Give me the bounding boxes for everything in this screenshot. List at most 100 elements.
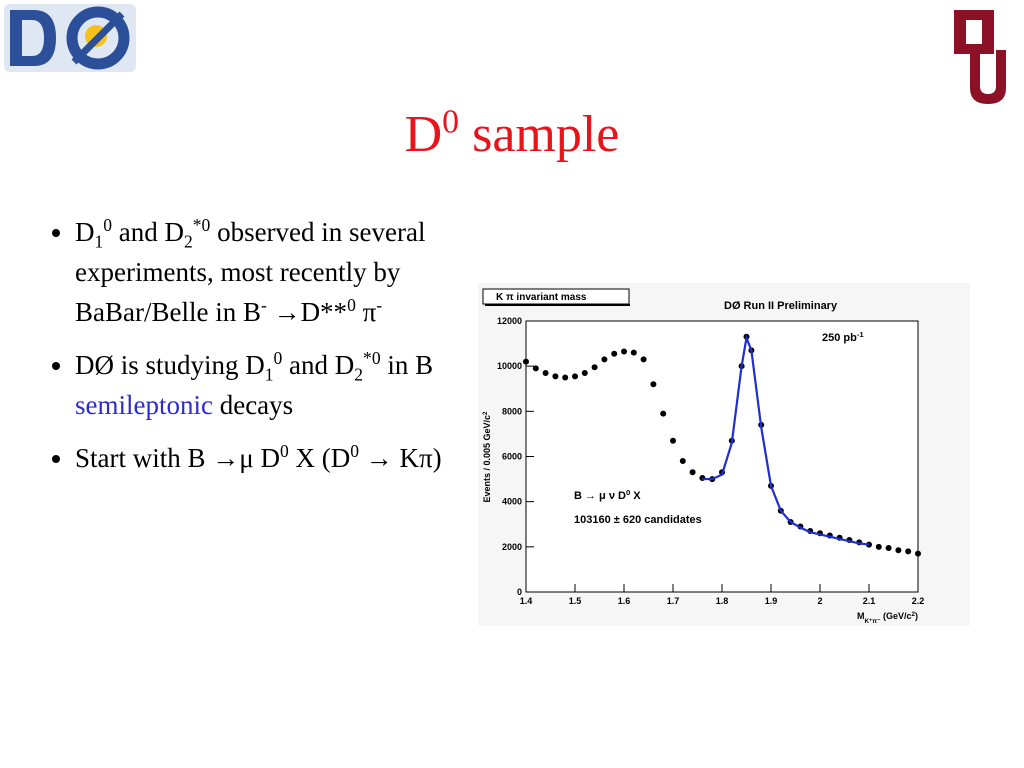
data-point — [679, 458, 686, 465]
bullet: D10 and D2*0 observed in several experim… — [75, 212, 485, 332]
text-run: M — [857, 611, 865, 621]
text-run: sample — [459, 106, 620, 163]
logo-o — [66, 6, 130, 70]
x-tick-label: 1.6 — [618, 596, 631, 606]
annotation: 250 pb-1 — [822, 330, 864, 345]
superscript: 0 — [273, 348, 283, 368]
text-run: D — [75, 217, 95, 247]
text-run: ) — [915, 611, 918, 621]
superscript: *0 — [192, 215, 211, 235]
x-tick-label: 2 — [817, 596, 822, 606]
d0-logo — [4, 4, 136, 72]
x-tick-label: 2.1 — [863, 596, 876, 606]
x-tick-label: 1.7 — [667, 596, 680, 606]
text-run: DØ is studying D — [75, 350, 265, 380]
text-run: 250 pb — [822, 332, 857, 344]
y-tick-label: 4000 — [502, 497, 522, 507]
data-point — [552, 373, 559, 380]
chart-subtitle: DØ Run II Preliminary — [724, 300, 838, 312]
ou-logo — [954, 10, 1006, 104]
data-point — [630, 349, 637, 356]
text-run: 103160 ± 620 candidates — [574, 514, 702, 526]
superscript: 2 — [911, 611, 915, 618]
data-point — [591, 364, 598, 371]
fit-line — [702, 333, 870, 546]
superscript: - — [376, 295, 383, 315]
superscript: -1 — [857, 330, 865, 339]
logo-slash — [71, 11, 125, 65]
data-point — [581, 369, 588, 376]
bullet: DØ is studying D10 and D2*0 in B semilep… — [75, 345, 485, 425]
highlight-text: semileptonic — [75, 390, 213, 420]
data-point — [885, 544, 892, 551]
superscript: 0 — [347, 295, 356, 315]
logo-u — [970, 50, 1006, 104]
data-point — [523, 358, 529, 365]
superscript: 0 — [279, 441, 289, 461]
data-point — [562, 374, 569, 381]
subscript: 1 — [94, 231, 104, 252]
plot-frame — [525, 320, 919, 593]
superscript: *0 — [363, 348, 381, 368]
bullet-list: D10 and D2*0 observed in several experim… — [35, 212, 485, 491]
y-tick-label: 2000 — [502, 542, 522, 552]
data-point — [895, 547, 902, 554]
superscript: 0 — [442, 103, 460, 141]
data-point — [689, 469, 696, 476]
data-point — [660, 410, 667, 417]
superscript: 0 — [350, 441, 360, 461]
subscript: 2 — [184, 231, 193, 252]
subscript: K⁺π⁻ — [864, 618, 880, 625]
text-run: K π invariant mass — [496, 292, 587, 303]
y-tick-label: 6000 — [502, 452, 522, 462]
data-point — [572, 373, 578, 380]
superscript: - — [260, 295, 267, 315]
bullet: Start with B →μ D0 X (D0 → Kπ) — [75, 438, 485, 478]
text-run: in B — [380, 350, 434, 380]
logo-d — [10, 10, 56, 66]
text-run: X — [630, 490, 641, 502]
text-run: and D — [112, 217, 185, 247]
data-point — [542, 369, 549, 376]
superscript: 0 — [626, 488, 630, 497]
y-axis-label: Events / 0.005 GeV/c2 — [482, 411, 493, 503]
data-point — [905, 548, 912, 555]
text-run: Start with B →μ D — [75, 443, 280, 473]
annotation: 103160 ± 620 candidates — [574, 514, 702, 526]
x-tick-label: 1.9 — [765, 596, 778, 606]
slide-title: D0 sample — [0, 100, 1024, 170]
superscript: 2 — [482, 411, 489, 415]
subscript: 2 — [354, 364, 364, 385]
superscript: 0 — [103, 215, 113, 235]
data-point — [670, 437, 676, 444]
y-tick-label: 0 — [517, 587, 522, 597]
text-run: B → μ ν D — [574, 490, 626, 502]
text-run: → Kπ) — [359, 443, 442, 473]
text-run: X (D — [288, 443, 351, 473]
data-point — [611, 350, 618, 357]
text-run: observed in several experiments, most re… — [75, 217, 426, 327]
text-run: Events / 0.005 GeV/c — [482, 415, 492, 503]
data-point — [532, 365, 539, 372]
logo-o — [954, 10, 994, 54]
text-run: π — [355, 297, 377, 327]
data-point — [601, 356, 608, 363]
chart-title: K π invariant mass — [496, 292, 587, 303]
y-tick-label: 12000 — [497, 316, 522, 326]
y-tick-label: 8000 — [502, 406, 522, 416]
text-run: →D** — [266, 297, 348, 327]
text-run: decays — [212, 390, 294, 420]
annotation: B → μ ν D0 X — [574, 488, 641, 503]
data-point — [650, 381, 657, 388]
text-run: D — [404, 106, 443, 163]
x-tick-label: 2.2 — [912, 596, 925, 606]
x-tick-label: 1.8 — [716, 596, 729, 606]
text-run: (GeV/c — [880, 611, 911, 621]
data-point — [875, 543, 882, 550]
chart: 1.4 1.5 1.6 1.7 1.8 1.9 2 2.1 2.2 0 2000 4000 6000 80… — [478, 283, 970, 626]
data-point — [621, 348, 627, 355]
data-point — [915, 550, 921, 557]
text-run: and D — [282, 350, 355, 380]
x-axis-label: MK⁺π⁻ (GeV/c2) — [857, 611, 918, 625]
